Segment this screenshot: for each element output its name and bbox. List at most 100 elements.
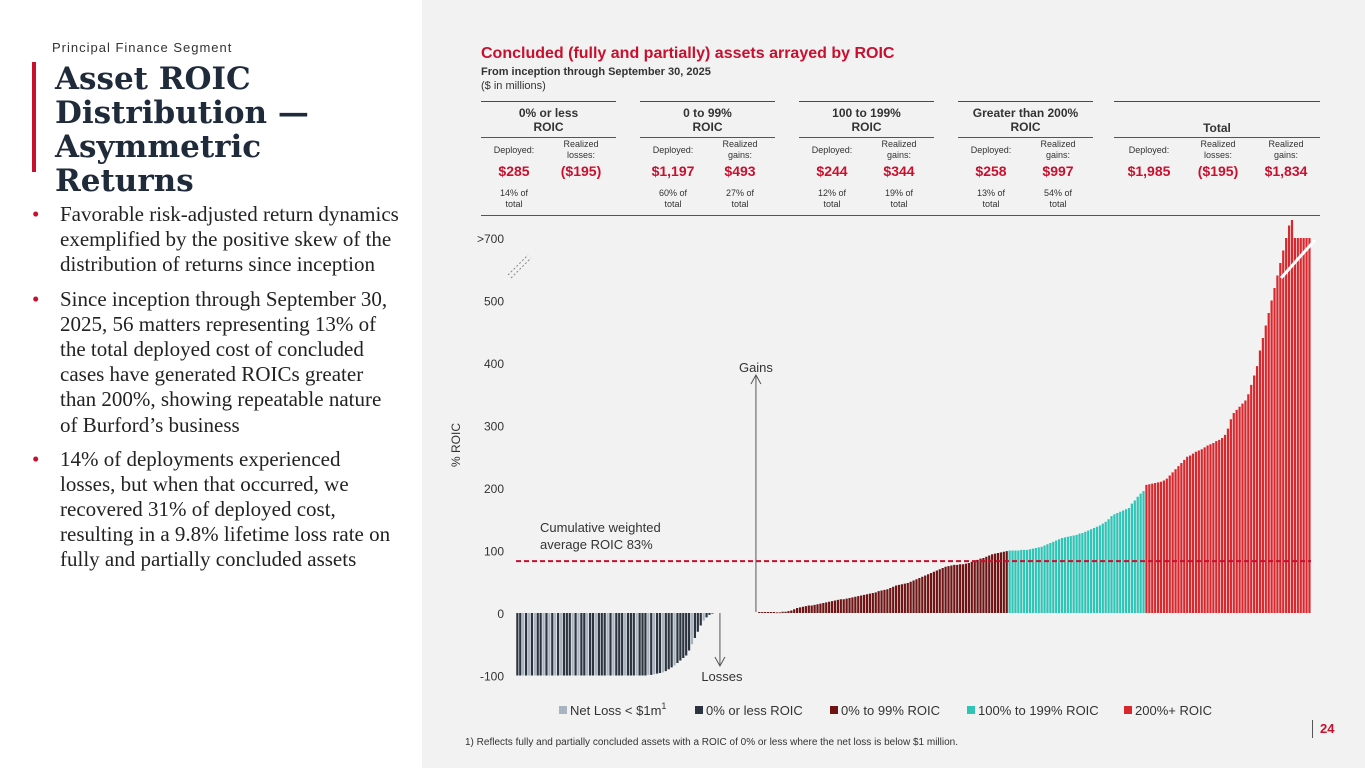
- bar-100-to-199-roic: [1058, 539, 1061, 613]
- bar-0-or-less-roic: [568, 613, 571, 676]
- realized-value: $344: [883, 163, 915, 179]
- realized-label: Realized gains:: [1040, 139, 1076, 160]
- bar-0-to-99-roic: [816, 604, 819, 613]
- bar-200-roic: [1183, 459, 1186, 613]
- bullet-text: Since inception through September 30, 20…: [60, 286, 388, 437]
- bar-0-or-less-roic: [557, 613, 560, 676]
- bar-0-or-less-roic: [583, 613, 586, 676]
- bar-200-roic: [1255, 366, 1259, 613]
- legend-label: 0% or less ROIC: [706, 703, 803, 718]
- bar-0-to-99-roic: [857, 596, 860, 613]
- chart-units: ($ in millions): [481, 80, 546, 92]
- bar-100-to-199-roic: [1066, 536, 1069, 613]
- bar-100-to-199-roic: [1072, 535, 1075, 613]
- realized-label: Realized gains:: [881, 139, 917, 160]
- bar-0-to-99-roic: [793, 609, 796, 613]
- footnote: 1) Reflects fully and partially conclude…: [465, 737, 959, 748]
- bar-net-loss: [612, 613, 615, 676]
- bar-0-to-99-roic: [947, 566, 950, 613]
- bar-0-or-less-roic: [519, 613, 522, 676]
- bar-100-to-199-roic: [1025, 549, 1029, 613]
- bar-0-to-99-roic: [781, 611, 784, 613]
- summary-total-header: Total: [1203, 121, 1231, 135]
- summary-column-rule: [1114, 137, 1320, 138]
- realized-value: $493: [724, 163, 756, 179]
- deployed-label: Deployed:: [652, 145, 694, 155]
- bar-200-roic: [1293, 238, 1296, 613]
- bar-200-roic: [1258, 350, 1262, 613]
- summary-column-header: 0% or less ROIC: [518, 106, 579, 134]
- bar-200-roic: [1241, 403, 1244, 613]
- bar-break-mark: [1279, 238, 1317, 280]
- bar-0-to-99-roic: [892, 586, 895, 613]
- realized-percent: 54% of total: [1043, 188, 1073, 209]
- bar-0-or-less-roic: [574, 613, 577, 676]
- bar-0-to-99-roic: [982, 558, 985, 613]
- bar-0-to-99-roic: [825, 602, 828, 613]
- bar-0-to-99-roic: [880, 590, 883, 613]
- bar-0-to-99-roic: [921, 576, 924, 613]
- bar-200-roic: [1180, 463, 1183, 613]
- bar-0-to-99-roic: [778, 612, 781, 614]
- total-deployed-value: $1,985: [1127, 163, 1171, 179]
- legend-swatch: [695, 706, 703, 714]
- y-tick-label: 400: [484, 357, 504, 371]
- bar-0-to-99-roic: [976, 559, 979, 613]
- summary-column-rule: [481, 137, 616, 138]
- bar-net-loss: [653, 613, 656, 675]
- bar-200-roic: [1156, 482, 1160, 613]
- bar-0-or-less-roic: [626, 613, 630, 676]
- bar-200-roic: [1244, 400, 1247, 613]
- legend-label: 200%+ ROIC: [1135, 703, 1212, 718]
- realized-label: Realized gains:: [722, 139, 758, 160]
- bar-200-roic: [1191, 453, 1195, 613]
- bar-0-to-99-roic: [918, 578, 921, 613]
- bar-0-to-99-roic: [993, 553, 997, 613]
- bar-200-roic: [1177, 466, 1180, 613]
- y-tick-label-top: >700: [477, 232, 504, 246]
- bar-200-roic: [1279, 263, 1282, 613]
- text-panel: Principal Finance Segment Asset ROIC Dis…: [0, 0, 422, 768]
- summary-column: 0% or less ROIC: [481, 101, 616, 142]
- bar-200-roic: [1253, 375, 1256, 613]
- bar-0-to-99-roic: [906, 583, 909, 613]
- bar-0-to-99-roic: [959, 564, 962, 613]
- bar-0-to-99-roic: [964, 563, 968, 613]
- realized-percent: 19% of total: [884, 188, 914, 209]
- legend-label-text: Net Loss < $1m: [570, 703, 661, 718]
- bar-0-to-99-roic: [804, 606, 807, 613]
- bar-200-roic: [1209, 444, 1212, 613]
- bar-200-roic: [1197, 450, 1200, 613]
- bar-100-to-199-roic: [1011, 550, 1014, 613]
- bar-100-to-199-roic: [1090, 529, 1093, 613]
- total-losses-label: Realized losses:: [1200, 139, 1236, 160]
- legend-swatch: [559, 706, 567, 714]
- losses-label: Losses: [701, 669, 743, 684]
- bar-net-loss: [586, 613, 589, 676]
- bar-0-to-99-roic: [813, 604, 816, 613]
- deployed-value: $244: [816, 163, 848, 179]
- bar-200-roic: [1232, 413, 1235, 613]
- bar-0-or-less-roic: [664, 613, 667, 672]
- deployed-label: Deployed:: [970, 145, 1012, 155]
- bar-100-to-199-roic: [1139, 493, 1142, 613]
- bar-100-to-199-roic: [1017, 550, 1020, 613]
- summary-total-column: Total: [1114, 101, 1320, 142]
- title-accent-bar: [32, 62, 36, 172]
- bar-200-roic: [1188, 455, 1192, 613]
- bar-200-roic: [1305, 238, 1308, 613]
- bar-0-to-99-roic: [973, 560, 976, 613]
- summary-column-rule: [640, 137, 775, 138]
- bar-200-roic: [1261, 338, 1264, 613]
- bullet-icon: •: [32, 286, 40, 311]
- summary-column-rule: [799, 137, 934, 138]
- bullet-item: • Since inception through September 30, 2…: [30, 287, 400, 438]
- bar-200-roic: [1174, 469, 1177, 613]
- axis-break-mark: [510, 257, 532, 279]
- bar-0-to-99-roic: [953, 564, 956, 613]
- bar-100-to-199-roic: [1055, 540, 1058, 613]
- bar-200-roic: [1290, 220, 1294, 613]
- legend-footnote-marker: 1: [661, 701, 666, 711]
- bar-net-loss: [559, 613, 563, 676]
- bar-200-roic: [1282, 250, 1285, 613]
